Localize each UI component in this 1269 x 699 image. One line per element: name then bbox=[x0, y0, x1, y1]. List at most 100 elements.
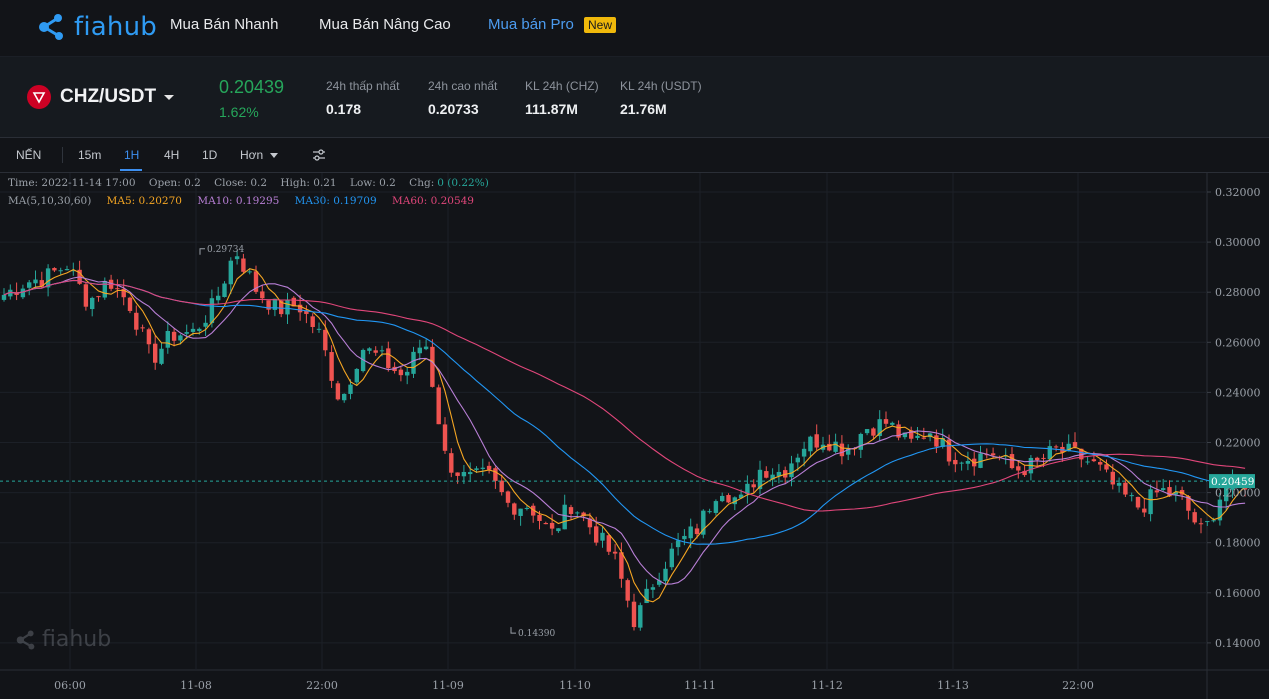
candle-body bbox=[209, 298, 215, 324]
candle-body bbox=[1022, 470, 1027, 476]
candle-body bbox=[493, 468, 498, 481]
logo-icon bbox=[39, 14, 63, 40]
candle-body bbox=[1104, 464, 1109, 470]
candle-body bbox=[644, 588, 649, 604]
candle-body bbox=[732, 497, 737, 505]
price-chart[interactable]: 0.32000 0.30000 0.28000 0.26000 0.24000 0.220… bbox=[0, 173, 1269, 699]
candle-body bbox=[153, 343, 158, 363]
more-intervals-button[interactable]: Hơn bbox=[240, 148, 264, 162]
low-marker-line bbox=[510, 627, 516, 634]
logo[interactable]: fiahub bbox=[38, 10, 157, 44]
candle-body bbox=[915, 435, 920, 438]
candle-body bbox=[386, 348, 391, 369]
candle-body bbox=[234, 256, 240, 260]
candles bbox=[1, 250, 1248, 631]
candle-body bbox=[33, 279, 38, 284]
candle-body bbox=[411, 351, 416, 374]
candle-body bbox=[846, 448, 851, 455]
interval-15m[interactable]: 15m bbox=[78, 148, 102, 162]
candle-body bbox=[562, 504, 567, 530]
legend-time: Time: 2022-11-14 17:00 bbox=[8, 177, 136, 189]
candle-body bbox=[675, 540, 681, 548]
stat-label: KL 24h (CHZ) bbox=[525, 79, 599, 93]
pair-selector[interactable]: CHZ/USDT bbox=[27, 85, 175, 109]
interval-1d[interactable]: 1D bbox=[202, 148, 218, 162]
candle-body bbox=[839, 443, 845, 457]
candle-body bbox=[921, 437, 926, 439]
candle-body bbox=[1142, 508, 1147, 513]
y-tick-label: 0.30000 bbox=[1215, 236, 1261, 249]
candle-body bbox=[216, 295, 221, 301]
candle-body bbox=[71, 270, 76, 272]
interval-4h[interactable]: 4H bbox=[164, 148, 180, 162]
nav-quick-trade[interactable]: Mua Bán Nhanh bbox=[170, 16, 279, 33]
watermark-text: fiahub bbox=[42, 627, 112, 652]
candle-body bbox=[1091, 459, 1097, 462]
candle-body bbox=[134, 312, 139, 330]
candle-body bbox=[827, 443, 832, 451]
candle-body bbox=[657, 580, 662, 585]
current-price-tag bbox=[1209, 474, 1255, 489]
candle-body bbox=[360, 349, 366, 372]
candle-body bbox=[1211, 520, 1216, 522]
chevron-down-icon[interactable] bbox=[270, 153, 278, 158]
x-tick-label: 11-12 bbox=[811, 679, 843, 692]
legend-close: Close: 0.2 bbox=[214, 177, 268, 189]
ma-legend: MA(5,10,30,60) MA5: 0.20270 MA10: 0.1929… bbox=[8, 195, 486, 207]
legend-open: Open: 0.2 bbox=[148, 177, 201, 189]
candle-body bbox=[373, 350, 378, 353]
candle-body bbox=[197, 328, 202, 331]
y-tick-label: 0.32000 bbox=[1215, 186, 1261, 199]
legend-ma-label: MA(5,10,30,60) bbox=[8, 195, 92, 207]
candle-body bbox=[701, 510, 706, 535]
candle-body bbox=[1003, 455, 1008, 457]
candle-body bbox=[801, 448, 807, 457]
last-price: 0.20439 bbox=[219, 77, 285, 97]
candle-body bbox=[978, 453, 983, 468]
candle-body bbox=[499, 480, 504, 493]
x-tick-label: 11-09 bbox=[432, 679, 464, 692]
candle-body bbox=[297, 304, 303, 313]
candle-body bbox=[279, 300, 284, 315]
sliders-icon[interactable] bbox=[312, 149, 326, 161]
nav-advanced-trade[interactable]: Mua Bán Nâng Cao bbox=[319, 16, 451, 33]
interval-1h[interactable]: 1H bbox=[124, 148, 140, 162]
candle-body bbox=[871, 428, 876, 436]
candle-body bbox=[745, 483, 750, 495]
candle-body bbox=[669, 548, 674, 568]
candlestick-chart[interactable]: 0.32000 0.30000 0.28000 0.26000 0.24000 0.220… bbox=[0, 173, 1269, 699]
candle-body bbox=[342, 393, 347, 401]
candle-body bbox=[354, 368, 359, 383]
candle-body bbox=[543, 523, 548, 525]
candle-body bbox=[953, 459, 958, 465]
x-tick-label: 22:00 bbox=[1062, 679, 1094, 692]
candle-body bbox=[474, 468, 479, 470]
chart-type-button[interactable]: NẾN bbox=[16, 148, 42, 162]
candle-body bbox=[285, 299, 290, 315]
ohlc-legend: Time: 2022-11-14 17:00 Open: 0.2 Close: … bbox=[8, 177, 499, 189]
candle-body bbox=[524, 507, 530, 509]
candle-body bbox=[1173, 492, 1178, 495]
legend-ma5: MA5: 0.20270 bbox=[106, 195, 182, 207]
candle-body bbox=[764, 471, 769, 478]
candle-body bbox=[1167, 487, 1172, 497]
stat-24h-volume-usdt: KL 24h (USDT) 21.76M bbox=[620, 79, 702, 117]
candle-body bbox=[808, 436, 813, 452]
candle-body bbox=[1016, 466, 1021, 471]
candle-body bbox=[625, 580, 630, 601]
x-tick-label: 11-08 bbox=[180, 679, 212, 692]
candle-body bbox=[83, 284, 89, 307]
chart-toolbar: NẾN 15m 1H 4H 1D Hơn bbox=[0, 138, 1269, 173]
candle-body bbox=[726, 495, 731, 503]
candle-body bbox=[619, 552, 624, 579]
candle-body bbox=[757, 469, 763, 490]
candle-body bbox=[480, 467, 485, 469]
candle-body bbox=[455, 472, 460, 476]
candle-body bbox=[694, 528, 700, 535]
candle-body bbox=[486, 465, 492, 470]
candle-body bbox=[568, 507, 574, 514]
y-tick-label: 0.24000 bbox=[1215, 386, 1261, 399]
nav-pro-trade[interactable]: Mua bán Pro bbox=[488, 16, 574, 33]
candle-body bbox=[241, 258, 246, 272]
candle-body bbox=[707, 511, 712, 513]
